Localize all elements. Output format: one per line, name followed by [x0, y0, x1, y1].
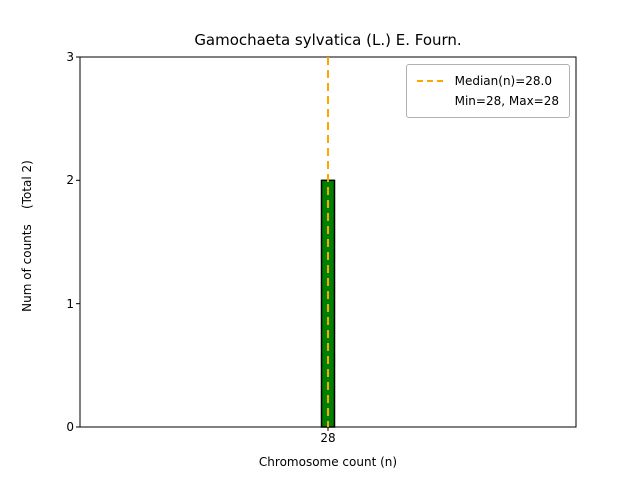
legend: Median(n)=28.0 Min=28, Max=28 [405, 64, 570, 118]
y-tick-marks [76, 56, 80, 428]
y-tick-label: 1 [66, 297, 74, 311]
median-dashed-line-icon [416, 80, 447, 82]
y-tick-label: 2 [66, 173, 74, 187]
legend-sample-spacer [417, 99, 447, 103]
y-tick-label: 0 [66, 420, 74, 434]
legend-entry-median-label: Median(n)=28.0 [454, 74, 552, 88]
chart-title: Gamochaeta sylvatica (L.) E. Fourn. [194, 31, 462, 49]
x-tick-label: 28 [320, 431, 336, 445]
legend-entry-median: Median(n)=28.0 [416, 71, 559, 91]
legend-entry-minmax-label: Min=28, Max=28 [454, 94, 559, 108]
y-axis-label: Num of counts (Total 2) [20, 160, 34, 312]
y-tick-label: 3 [66, 50, 74, 64]
x-axis-label: Chromosome count (n) [258, 455, 398, 469]
legend-entry-minmax: Min=28, Max=28 [417, 91, 559, 111]
